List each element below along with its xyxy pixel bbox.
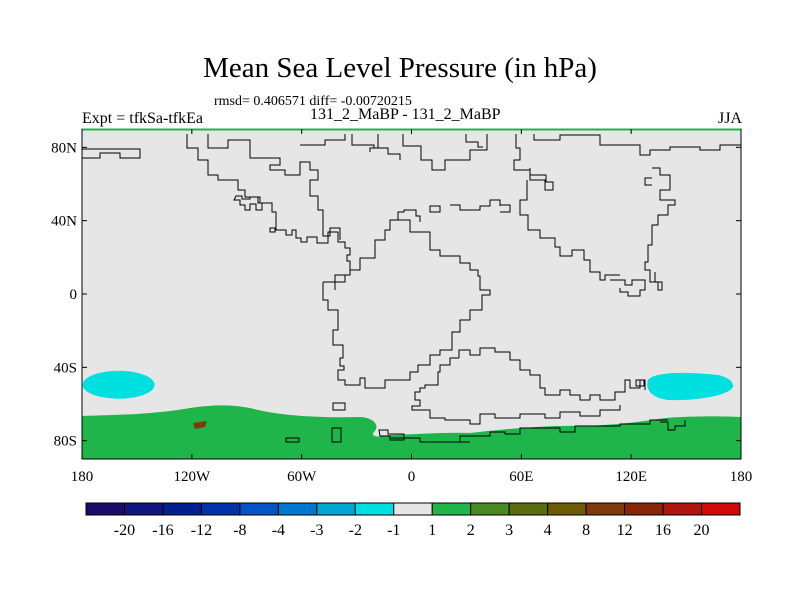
colorbar-label: -16 bbox=[152, 522, 173, 539]
colorbar-swatch bbox=[585, 502, 626, 516]
cases-label: 131_2_MaBP - 131_2_MaBP bbox=[310, 106, 501, 123]
colorbar-label: 3 bbox=[505, 522, 513, 539]
colorbar-label: -2 bbox=[349, 522, 362, 539]
colorbar-swatch bbox=[277, 502, 318, 516]
colorbar-swatch bbox=[354, 502, 395, 516]
coastline-segment bbox=[635, 379, 645, 387]
colorbar-swatch bbox=[85, 502, 125, 516]
negative-anomaly-south-pacific bbox=[82, 370, 155, 399]
colorbar-label: 12 bbox=[617, 522, 633, 539]
negative-anomaly-southwest-pacific bbox=[647, 372, 734, 401]
coastline-segment bbox=[513, 134, 554, 191]
coastline-segment bbox=[644, 177, 652, 186]
stats-label: rmsd= 0.406571 diff= -0.00720215 bbox=[214, 94, 412, 109]
strong-anomaly-spot bbox=[193, 421, 207, 429]
coastline-segment bbox=[369, 134, 379, 152]
coastline-segment bbox=[429, 205, 441, 213]
coastline-segment bbox=[207, 134, 341, 240]
y-tick-label: 80S bbox=[54, 434, 77, 450]
colorbar-label: 16 bbox=[655, 522, 671, 539]
colorbar-label: -8 bbox=[233, 522, 246, 539]
colorbar-swatch bbox=[624, 502, 664, 516]
x-tick-label: 60W bbox=[287, 469, 317, 485]
coastlines bbox=[82, 134, 741, 443]
chart-title: Mean Sea Level Pressure (in hPa) bbox=[203, 52, 597, 84]
coastline-segment bbox=[82, 148, 141, 159]
colorbar-label: 1 bbox=[428, 522, 436, 539]
coastline-segment bbox=[644, 167, 676, 291]
colorbar-swatch bbox=[470, 502, 510, 516]
anomaly-field bbox=[82, 129, 741, 459]
coastline-segment bbox=[285, 437, 300, 443]
coastline-segment bbox=[390, 419, 668, 443]
colorbar-label: -12 bbox=[191, 522, 212, 539]
colorbar-swatch bbox=[662, 502, 703, 516]
coastline-segment bbox=[269, 227, 276, 233]
x-tick-label: 0 bbox=[408, 469, 416, 485]
season-label: JJA bbox=[717, 110, 742, 127]
coastline-segment bbox=[378, 429, 405, 441]
y-tick-label: 80N bbox=[51, 140, 77, 156]
colorbar-label: 2 bbox=[467, 522, 475, 539]
field-background bbox=[82, 129, 741, 459]
coastline-segment bbox=[465, 134, 483, 148]
coastline-segment bbox=[300, 134, 401, 160]
coastline-segment bbox=[458, 347, 646, 401]
x-tick-label: 60E bbox=[509, 469, 533, 485]
colorbar-label: -3 bbox=[310, 522, 323, 539]
x-tick-label: 180 bbox=[730, 469, 753, 485]
coastline-segment bbox=[533, 134, 741, 156]
colorbar-label: -20 bbox=[114, 522, 135, 539]
coastline-segment bbox=[450, 199, 501, 211]
colorbar-swatch bbox=[316, 502, 356, 516]
x-tick-label: 180 bbox=[71, 469, 94, 485]
x-axis: 180 120W 60W 0 60E 120E 180 bbox=[71, 129, 753, 485]
coastline-segment bbox=[186, 134, 351, 290]
coastline-segment bbox=[331, 427, 342, 443]
coastline-segment bbox=[233, 195, 263, 211]
coastline-segment bbox=[419, 438, 470, 443]
colorbar-swatch bbox=[393, 502, 433, 516]
colorbar-label: 8 bbox=[582, 522, 590, 539]
colorbar-swatch bbox=[200, 502, 241, 516]
colorbar-label: -4 bbox=[272, 522, 285, 539]
positive-anomaly-antarctica bbox=[82, 405, 741, 459]
colorbar-swatch bbox=[431, 502, 472, 516]
y-tick-label: 40S bbox=[54, 360, 77, 376]
y-axis: 80N 40N 0 40S 80S bbox=[51, 140, 741, 450]
colorbar-label: 4 bbox=[544, 522, 552, 539]
y-tick-label: 0 bbox=[70, 287, 78, 303]
colorbar-swatch bbox=[701, 502, 741, 516]
experiment-label: Expt = tfkSa-tfkEa bbox=[82, 110, 203, 127]
coastline-segment bbox=[332, 402, 346, 411]
coastline-segment bbox=[610, 279, 646, 297]
colorbar-label: -1 bbox=[387, 522, 400, 539]
colorbar-swatch bbox=[239, 502, 279, 516]
x-tick-label: 120E bbox=[615, 469, 647, 485]
coastline-segment bbox=[397, 209, 421, 222]
colorbar-swatch bbox=[162, 502, 202, 516]
y-tick-label: 40N bbox=[51, 214, 77, 230]
coastline-segment bbox=[660, 420, 686, 431]
coastline-segment bbox=[411, 357, 621, 425]
coastline-segment bbox=[402, 134, 488, 171]
colorbar-swatch bbox=[508, 502, 549, 516]
colorbar: -20 -16 -12 -8 -4 -3 -2 -1 1 2 3 4 8 12 16 20 bbox=[85, 502, 741, 539]
coastline-segment bbox=[519, 180, 620, 281]
colorbar-swatch bbox=[547, 502, 587, 516]
colorbar-swatch bbox=[123, 502, 164, 516]
coastline-segment bbox=[322, 219, 491, 389]
coastline-segment bbox=[500, 204, 511, 213]
x-tick-label: 120W bbox=[173, 469, 211, 485]
colorbar-label: 20 bbox=[694, 522, 710, 539]
